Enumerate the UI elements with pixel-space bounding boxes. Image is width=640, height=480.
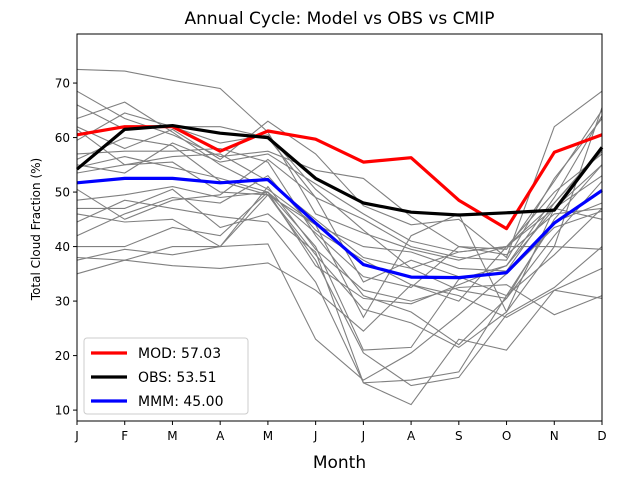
y-tick-label: 10 — [55, 404, 70, 418]
cmip-model-line-13 — [76, 186, 603, 289]
x-tick-label: S — [455, 429, 463, 443]
y-tick-label: 20 — [55, 349, 70, 363]
obs-series-line — [75, 123, 604, 217]
cmip-model-line-7 — [76, 147, 603, 346]
cmip-model-line-12 — [76, 158, 603, 297]
x-tick-label: J — [74, 429, 79, 443]
cmip-model-line-22 — [76, 112, 603, 270]
cmip-model-line-18 — [76, 185, 603, 316]
cmip-model-line-20 — [76, 246, 603, 332]
obs-legend-label: OBS: 53.51 — [138, 370, 217, 386]
mmm-legend-label: MMM: 45.00 — [138, 394, 223, 410]
x-tick-label: F — [121, 429, 128, 443]
mmm-series-line — [76, 176, 603, 280]
legend-box — [83, 337, 249, 415]
cmip-model-lines — [76, 68, 603, 406]
highlighted-series-lines — [75, 123, 604, 280]
y-tick-label: 30 — [55, 295, 70, 309]
axes: 10 20 30 40 50 60 70 J F M A M J J A S O N D — [55, 77, 607, 443]
cmip-model-line-10 — [76, 115, 603, 351]
y-axis-label: Total Cloud Fraction (%) — [29, 158, 43, 301]
x-tick-label: O — [502, 429, 511, 443]
cmip-model-line-15 — [76, 193, 603, 387]
cmip-model-line-17 — [77, 191, 603, 305]
x-tick-label: D — [597, 429, 606, 443]
plot-area-frame — [76, 33, 603, 422]
x-tick-label: J — [361, 429, 366, 443]
x-tick-label: N — [550, 429, 559, 443]
cmip-model-line-9 — [76, 142, 603, 253]
legend: MOD: 57.03 OBS: 53.51 MMM: 45.00 — [83, 337, 249, 415]
x-tick-label: A — [216, 429, 225, 443]
cmip-model-line-14 — [77, 188, 603, 406]
x-tick-label: A — [407, 429, 416, 443]
y-tick-label: 60 — [55, 131, 70, 145]
cmip-model-line-2 — [76, 90, 603, 250]
y-tick-label: 70 — [55, 77, 70, 91]
x-tick-label: M — [263, 429, 273, 443]
cmip-model-line-1 — [76, 68, 603, 261]
mod-legend-label: MOD: 57.03 — [138, 346, 221, 362]
cmip-model-line-16 — [76, 199, 603, 384]
cmip-model-line-11 — [76, 107, 603, 319]
y-tick-label: 50 — [55, 186, 70, 200]
x-tick-label: M — [167, 429, 177, 443]
cmip-model-line-6 — [76, 128, 603, 300]
chart-title: Annual Cycle: Model vs OBS vs CMIP — [185, 9, 495, 29]
cmip-model-line-5 — [76, 90, 603, 259]
x-axis-label: Month — [313, 453, 366, 473]
y-tick-label: 40 — [55, 240, 70, 254]
x-tick-label: J — [313, 429, 318, 443]
